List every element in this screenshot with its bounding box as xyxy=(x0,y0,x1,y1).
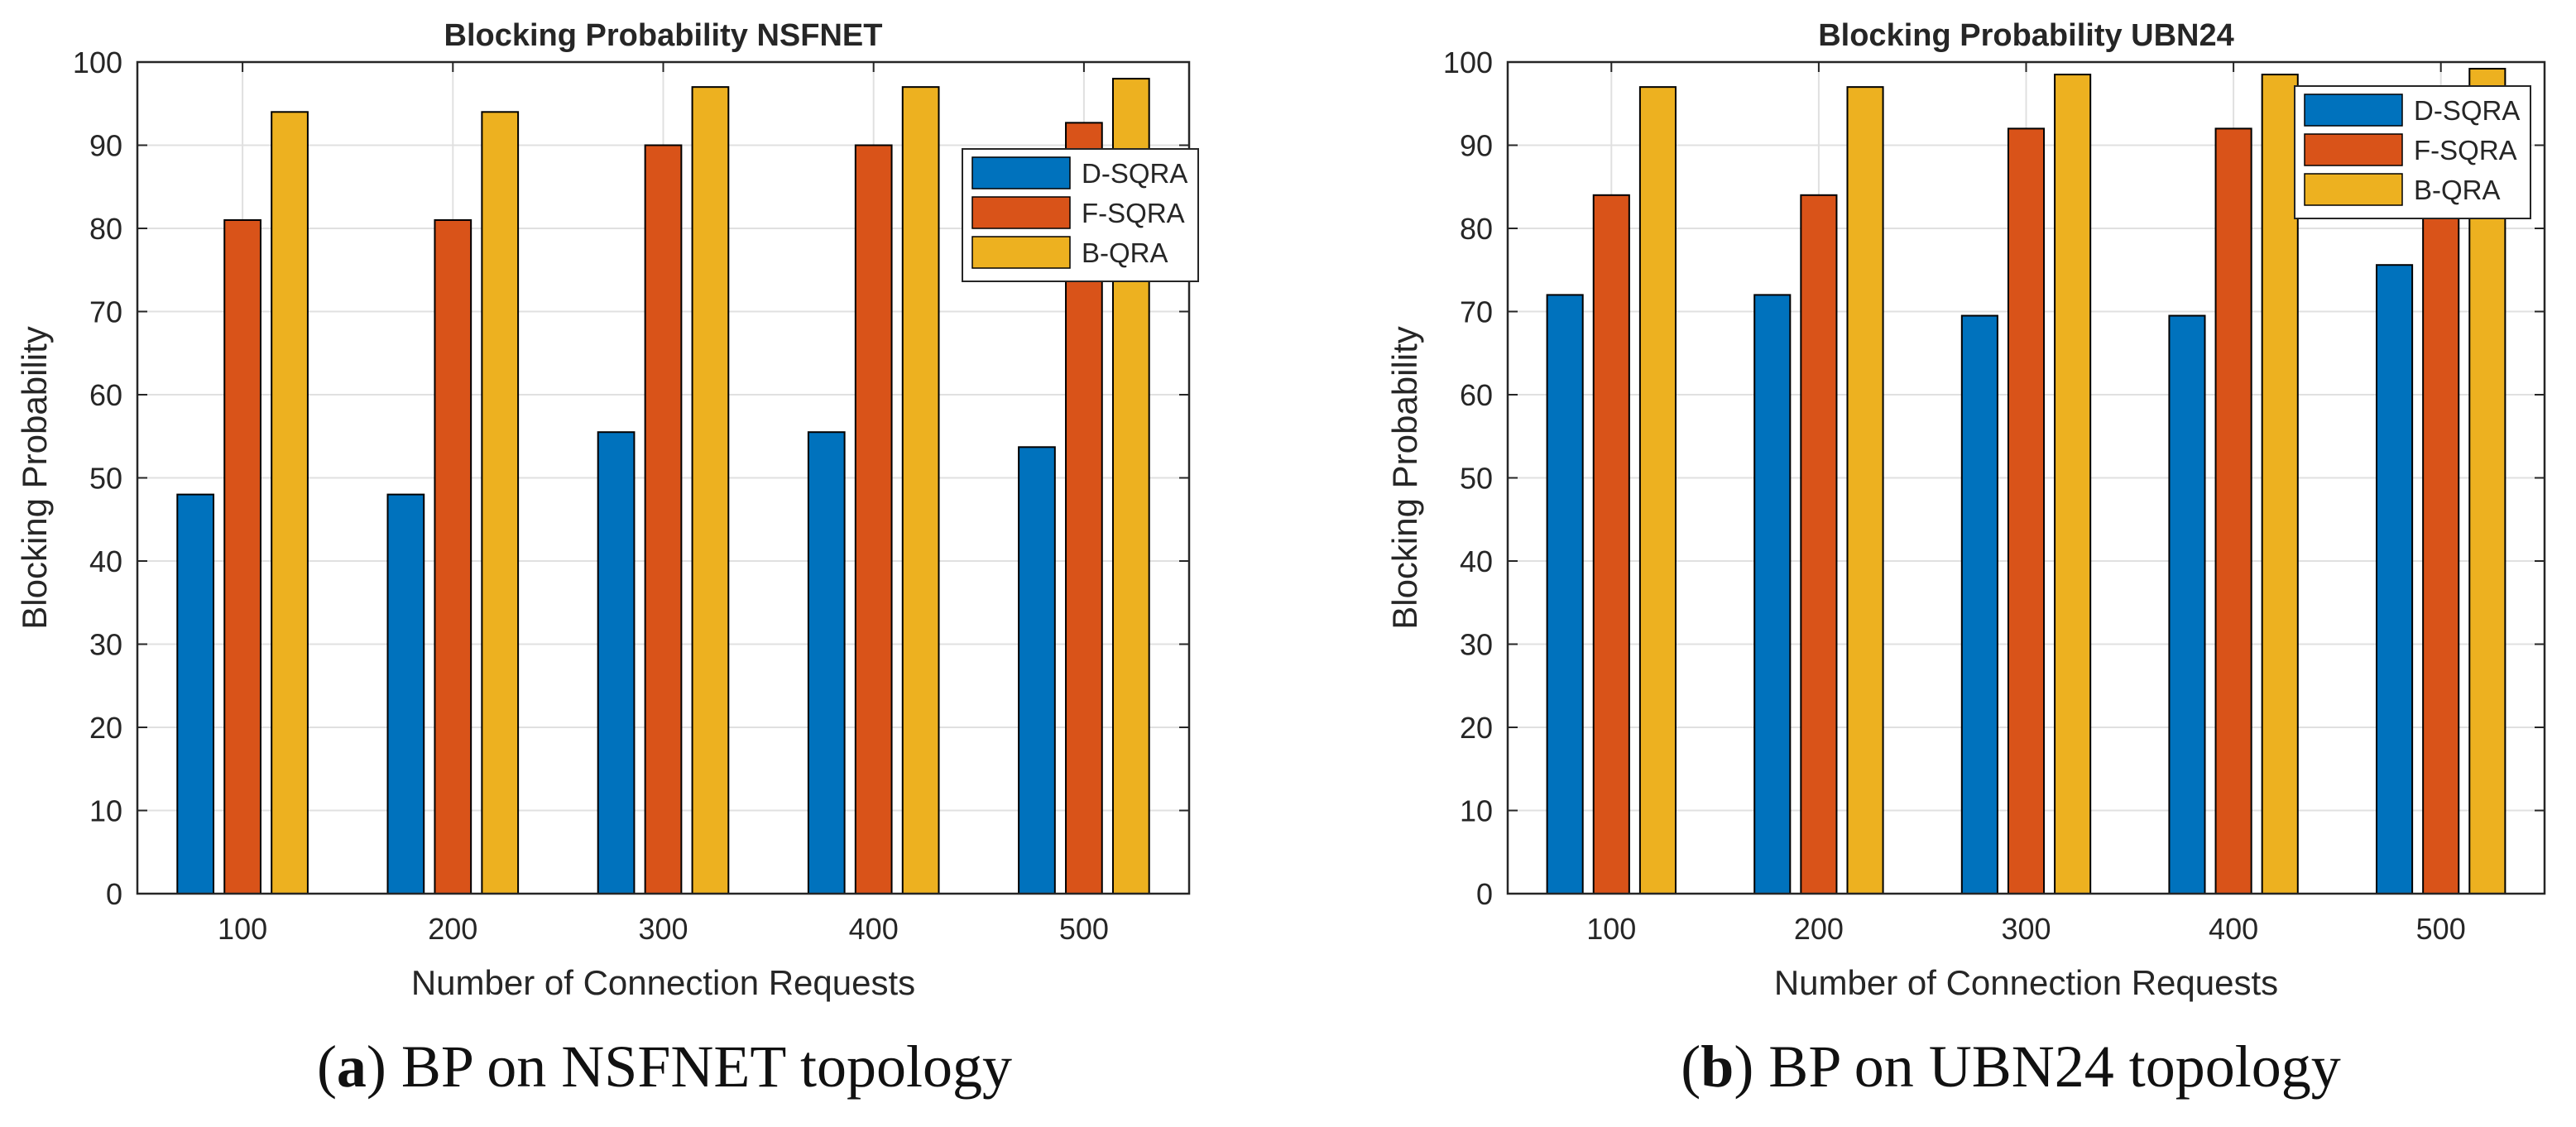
panel-b-legend-swatch-d-sqra xyxy=(2304,94,2403,127)
panel-a-xtick-label: 300 xyxy=(638,912,688,946)
panel-a-legend: D-SQRA F-SQRA B-QRA xyxy=(962,148,1199,282)
panel-b-legend-label-f-sqra: F-SQRA xyxy=(2414,135,2517,165)
panel-b-ytick-label: 0 xyxy=(1476,877,1493,911)
panel-b-ytick-label: 90 xyxy=(1460,129,1493,163)
panel-a-bar-b-qra-300 xyxy=(691,86,730,894)
panel-b-xtick-label: 400 xyxy=(2209,912,2258,946)
panel-a-ytick-label: 100 xyxy=(73,46,122,79)
panel-a-xlabel: Number of Connection Requests xyxy=(411,963,915,1002)
panel-b-bar-f-sqra-500 xyxy=(2422,119,2460,895)
panel-b-ytick-label: 10 xyxy=(1460,794,1493,828)
panel-b-legend-swatch-b-qra xyxy=(2304,173,2403,206)
panel-b-ytick-label: 50 xyxy=(1460,462,1493,496)
panel-a-bar-d-sqra-400 xyxy=(807,431,846,894)
panel-a-bar-f-sqra-200 xyxy=(434,218,473,894)
panel-a-ytick-label: 40 xyxy=(89,544,122,578)
panel-b-legend: D-SQRA F-SQRA B-QRA xyxy=(2294,85,2531,219)
caption-a-tag: a xyxy=(336,1033,367,1100)
panel-b-legend-swatch-f-sqra xyxy=(2304,133,2403,166)
panel-b-bar-d-sqra-400 xyxy=(2168,314,2206,894)
panel-a-title: Blocking Probability NSFNET xyxy=(444,18,883,53)
panel-b-ytick-label: 80 xyxy=(1460,212,1493,246)
panel-a-xtick-label: 400 xyxy=(849,912,899,946)
panel-a-bar-b-qra-100 xyxy=(271,111,309,895)
caption-a-text: BP on NSFNET topology xyxy=(401,1033,1013,1100)
panel-a-bar-d-sqra-300 xyxy=(597,431,636,894)
caption-b-text: BP on UBN24 topology xyxy=(1768,1033,2341,1100)
panel-a-ytick-label: 80 xyxy=(89,212,122,246)
panel-b-ytick-label: 70 xyxy=(1460,295,1493,329)
panel-a-axes-box xyxy=(136,60,1191,895)
panel-a-xtick-label: 100 xyxy=(218,912,267,946)
panel-a-bar-f-sqra-300 xyxy=(644,144,683,894)
panel-b-bar-d-sqra-500 xyxy=(2376,264,2414,895)
panel-a-ylabel: Blocking Probability xyxy=(15,326,54,630)
panel-a-bar-d-sqra-200 xyxy=(386,493,425,894)
panel-b-bar-d-sqra-100 xyxy=(1546,294,1584,894)
panel-b-axes-box xyxy=(1506,60,2546,895)
panel-b-bar-f-sqra-200 xyxy=(1800,194,1838,895)
panel-b-bar-f-sqra-100 xyxy=(1592,194,1630,895)
panel-b-ytick-label: 100 xyxy=(1443,46,1493,79)
panel-a-bar-b-qra-200 xyxy=(481,111,520,895)
panel-a-legend-swatch-d-sqra xyxy=(971,156,1071,189)
panel-a-bar-b-qra-400 xyxy=(901,86,940,894)
panel-b-ytick-label: 30 xyxy=(1460,628,1493,662)
panel-b-xlabel: Number of Connection Requests xyxy=(1774,963,2278,1002)
panel-b-bar-d-sqra-300 xyxy=(1960,314,1998,894)
panel-a-ytick-label: 60 xyxy=(89,378,122,412)
caption-b: (b) BP on UBN24 topology xyxy=(1681,1033,2341,1100)
panel-b-legend-label-b-qra: B-QRA xyxy=(2414,175,2501,205)
caption-a: (a) BP on NSFNET topology xyxy=(316,1033,1013,1100)
panel-b-title: Blocking Probability UBN24 xyxy=(1818,18,2234,53)
panel-a-ytick-label: 0 xyxy=(106,877,122,911)
panel-b-bar-d-sqra-200 xyxy=(1753,294,1792,894)
panel-b-bar-b-qra-200 xyxy=(1846,86,1884,894)
panel-b-ytick-label: 60 xyxy=(1460,378,1493,412)
panel-a-bar-d-sqra-100 xyxy=(176,493,215,894)
panel-a-xtick-label: 500 xyxy=(1059,912,1109,946)
panel-b-bar-b-qra-400 xyxy=(2261,74,2299,894)
panel-a-xtick-label: 200 xyxy=(428,912,477,946)
panel-a-ytick-label: 90 xyxy=(89,129,122,163)
panel-b-bar-f-sqra-300 xyxy=(2007,127,2046,894)
panel-a-bar-f-sqra-400 xyxy=(854,144,893,894)
panel-b-chart: 0 10 20 30 40 50 60 70 80 90 100 100 200 300 400 500 Blo… xyxy=(1385,18,2546,1002)
panel-b-ytick-label: 40 xyxy=(1460,544,1493,578)
panel-b-xtick-label: 200 xyxy=(1794,912,1844,946)
panel-a-legend-swatch-f-sqra xyxy=(971,196,1071,229)
panel-a-ytick-label: 70 xyxy=(89,295,122,329)
panel-b-bar-f-sqra-400 xyxy=(2214,127,2252,894)
panel-b-ylabel: Blocking Probability xyxy=(1385,326,1424,630)
panel-b-xtick-label: 100 xyxy=(1586,912,1636,946)
panel-a-ytick-label: 30 xyxy=(89,628,122,662)
panel-a-bar-d-sqra-500 xyxy=(1018,446,1056,894)
panel-b-xtick-label: 500 xyxy=(2416,912,2466,946)
panel-b-ytick-label: 20 xyxy=(1460,711,1493,745)
panel-a-ytick-label: 10 xyxy=(89,794,122,828)
panel-a-legend-label-d-sqra: D-SQRA xyxy=(1082,158,1187,189)
panel-a-chart: 0 10 20 30 40 50 60 70 80 90 100 100 200 300 400 500 Blo… xyxy=(15,18,1199,1002)
panel-a-legend-swatch-b-qra xyxy=(971,236,1071,269)
caption-b-tag: b xyxy=(1701,1033,1734,1100)
panel-a-ytick-label: 20 xyxy=(89,711,122,745)
panel-a-legend-label-b-qra: B-QRA xyxy=(1082,237,1168,268)
panel-a-legend-label-f-sqra: F-SQRA xyxy=(1082,198,1185,228)
panel-b-xtick-label: 300 xyxy=(2001,912,2051,946)
panel-b-bar-b-qra-300 xyxy=(2054,74,2092,894)
panel-b-bar-b-qra-100 xyxy=(1638,86,1677,894)
panel-a-bar-f-sqra-100 xyxy=(223,218,261,894)
panel-a-ytick-label: 50 xyxy=(89,462,122,496)
panel-b-legend-label-d-sqra: D-SQRA xyxy=(2414,95,2520,126)
